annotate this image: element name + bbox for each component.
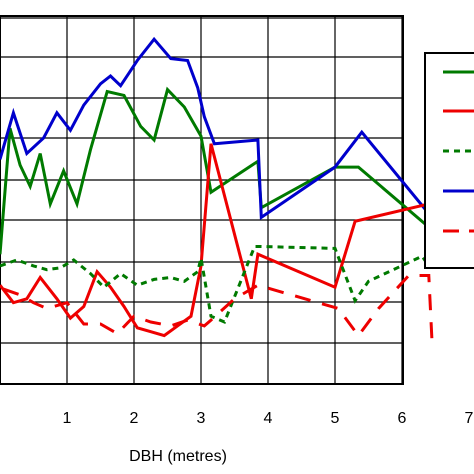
x-tick-label: 1 [63,410,72,427]
series-line-4 [0,245,431,324]
chart-plot-area [0,36,434,346]
x-axis-ticks: 1 2 3 4 5 6 7 [63,410,474,427]
plot-frame [0,15,404,385]
series-line-2 [0,36,434,221]
series-line-3 [0,143,430,338]
x-tick-label: 4 [264,410,273,427]
chart-legend [424,52,474,269]
x-tick-label: 3 [197,410,206,427]
x-tick-label: 5 [331,410,340,427]
series-line-1 [0,86,430,255]
chart-grid [0,15,404,385]
x-axis-label: DBH (metres) [129,448,227,465]
x-tick-label: 6 [398,410,407,427]
x-tick-label: 7 [465,410,474,427]
legend-box [424,52,474,269]
series-line-5 [2,274,434,346]
x-tick-label: 2 [130,410,139,427]
